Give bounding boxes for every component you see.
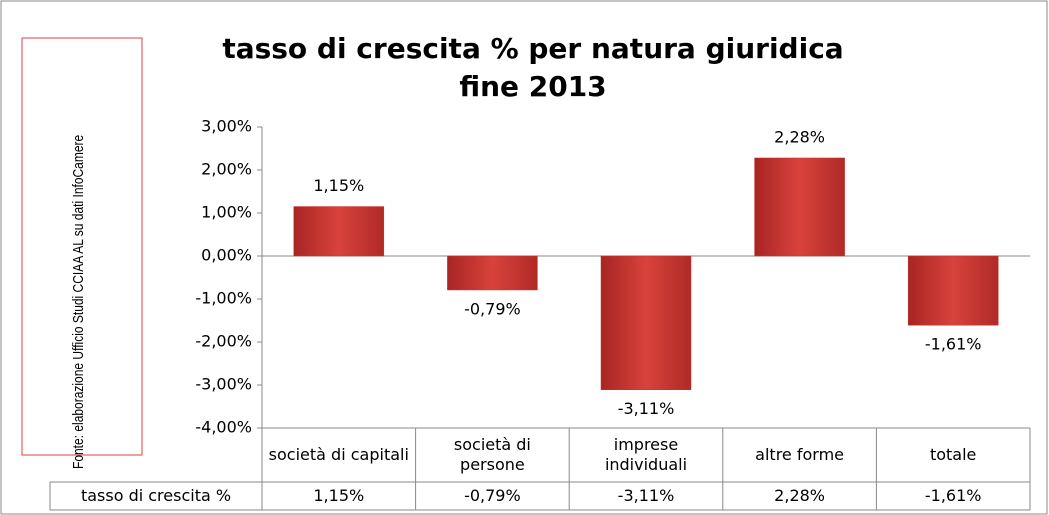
table-value-holder: -3,11%: [617, 486, 675, 505]
data-label: -1,61%: [925, 335, 982, 354]
chart-title: tasso di crescita % per natura giuridica: [222, 32, 843, 65]
y-tick-label: 2,00%: [201, 160, 252, 179]
series-name-holder: tasso di crescita %: [80, 486, 232, 505]
table-value: 2,28%: [774, 486, 825, 505]
y-tick-label: -3,00%: [195, 375, 252, 394]
table-value-holder: 1,15%: [313, 486, 365, 505]
y-tick-label: -4,00%: [195, 418, 252, 437]
data-label: 2,28%: [774, 127, 825, 146]
table-value-holder: 2,28%: [774, 486, 825, 505]
data-label: -0,79%: [464, 299, 521, 318]
data-label: 1,15%: [313, 176, 364, 195]
x-tick-label: società di persone: [453, 435, 531, 474]
y-tick-label: -2,00%: [195, 332, 252, 351]
bar: [600, 255, 692, 390]
y-tick-label: 0,00%: [201, 246, 252, 265]
data-label: -3,11%: [618, 399, 675, 418]
x-tick-label-holder: totale: [929, 445, 977, 464]
bar: [293, 206, 385, 257]
table-value-holder: -0,79%: [464, 486, 521, 505]
y-tick-label: 1,00%: [201, 203, 252, 222]
source-holder: Fonte: elaborazione Ufficio Studi CCIAA …: [70, 134, 87, 469]
x-tick-label: altre forme: [755, 445, 844, 464]
bar: [907, 255, 999, 326]
x-tick-label: totale: [929, 445, 977, 464]
y-tick-label: 3,00%: [201, 117, 252, 136]
table-value: 1,15%: [313, 486, 365, 505]
source: Fonte: elaborazione Ufficio Studi CCIAA …: [70, 134, 87, 469]
x-tick-label-holder: altre forme: [755, 445, 844, 464]
x-tick-label: società di capitali: [268, 445, 409, 464]
bar: [447, 255, 538, 291]
table-value: -0,79%: [464, 486, 521, 505]
series-name: tasso di crescita %: [80, 486, 232, 505]
table-value: -3,11%: [617, 486, 675, 505]
x-tick-label: imprese individuali: [604, 435, 688, 474]
source-box: [21, 37, 143, 456]
x-tick-label-holder: imprese individuali: [604, 435, 688, 474]
y-tick-label: -1,00%: [195, 289, 252, 308]
x-tick-label-holder: società di persone: [453, 435, 531, 474]
chart-subtitle: fine 2013: [459, 70, 606, 103]
table-value-holder: -1,61%: [924, 486, 982, 505]
x-tick-label-holder: società di capitali: [268, 445, 409, 464]
table-value: -1,61%: [924, 486, 982, 505]
bar: [754, 157, 845, 257]
